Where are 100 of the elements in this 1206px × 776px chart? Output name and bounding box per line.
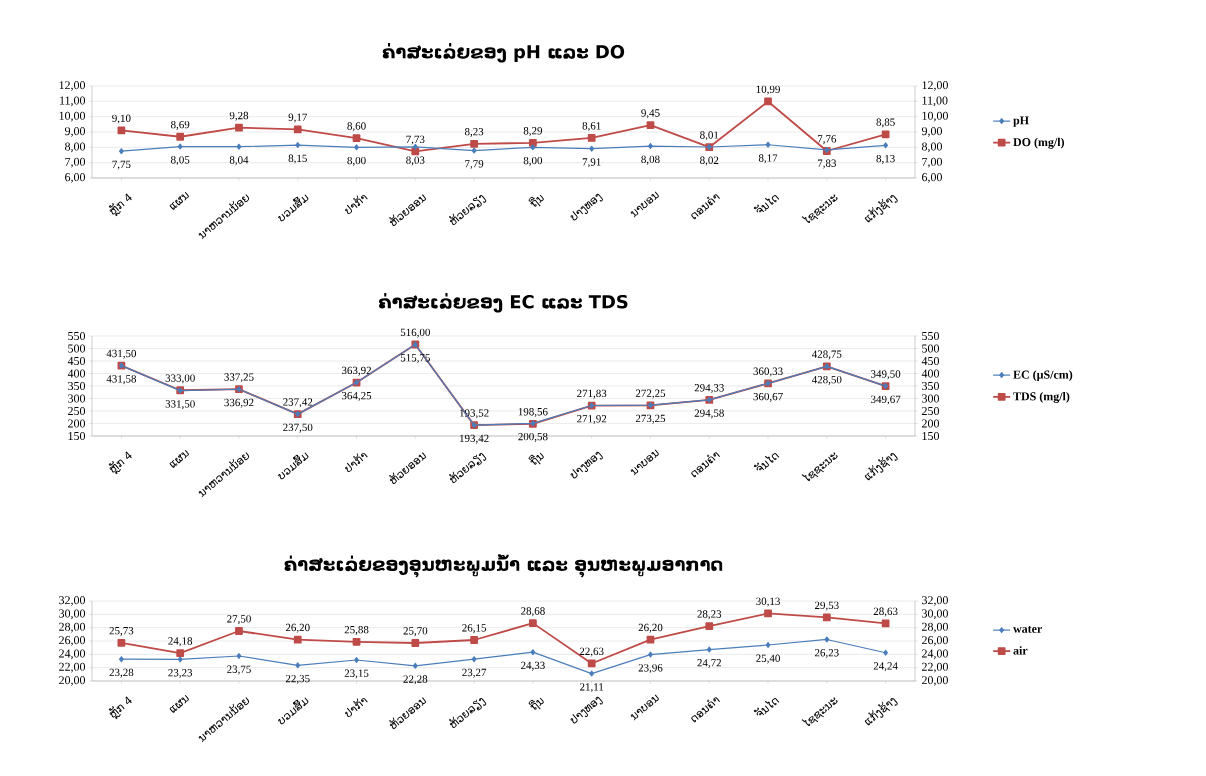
y-tick-label: 550 [922,331,939,341]
data-label: 24,18 [168,637,193,647]
data-label: 8,85 [876,118,895,128]
data-label: 23,27 [462,668,487,678]
legend-label: TDS (mg/l) [1013,391,1070,403]
data-label: 428,50 [811,375,842,385]
chart-title: ຄ່າສະເລ່ຍຂອງ pH ແລະ DO [382,43,625,63]
y-tick-label: 20,00 [59,676,86,686]
data-label: 336,92 [224,398,254,408]
x-tick-label: ຖີ່ນ [528,194,544,207]
data-label: 30,13 [756,597,780,607]
x-tick-label: ຫຼັກ 4 [108,451,132,475]
y-tick-label: 500 [922,344,939,353]
data-label: 26,20 [638,623,663,633]
data-label: 25,73 [109,626,134,636]
x-tick-label: ຫຼັກ 4 [108,696,132,720]
y-tick-label: 250 [922,406,939,416]
y-tick-label: 450 [921,356,939,366]
data-label: 24,72 [697,659,721,669]
data-label: 22,28 [403,675,428,685]
data-label: 8,17 [758,154,778,164]
data-label: 294,33 [694,384,724,394]
data-label: 337,25 [224,373,254,383]
y-tick-label: 22,00 [59,662,86,673]
legend-label: EC (µS/cm) [1013,370,1073,382]
y-tick-label: 300 [922,394,939,403]
data-label: 428,75 [811,350,842,360]
data-label: 273,25 [635,414,666,424]
data-label: 271,83 [577,389,607,399]
data-label: 8,60 [347,122,366,132]
x-tick-label: ຈັນໄດ [753,698,780,716]
y-tick-label: 28,00 [59,622,86,633]
data-label: 22,35 [285,674,310,684]
data-label: 331,50 [165,400,195,410]
y-tick-label: 32,00 [59,596,86,606]
data-label: 349,50 [871,370,901,380]
data-label: 237,42 [283,398,313,408]
data-label: 8,23 [464,127,484,137]
y-tick-label: 6,00 [65,173,86,183]
data-label: 26,20 [285,623,310,633]
data-label: 294,58 [694,409,724,419]
data-label: 8,15 [288,154,307,164]
y-tick-label: 24,00 [59,649,86,660]
y-tick-label: 150 [922,431,939,441]
data-label: 8,61 [582,122,601,132]
data-label: 24,24 [873,662,898,672]
data-label: 9,10 [112,114,131,124]
data-label: 23,23 [168,669,193,678]
y-tick-label: 7,00 [65,157,86,168]
chart-title: ຄ່າສະເລ່ຍຂອງອຸນຫະພູມນໍ້າ ແລະ ອຸນຫະພູມອາກາດ [284,554,723,578]
x-tick-label: ແຜນ [169,449,189,468]
data-label: 8,13 [876,154,895,164]
data-label: 8,00 [347,156,366,166]
data-label: 7,75 [112,160,131,170]
legend-label: air [1013,646,1028,655]
y-tick-label: 200 [922,419,939,428]
y-tick-label: 30,00 [59,609,86,620]
data-label: 8,01 [700,131,719,141]
data-label: 271,92 [577,415,607,425]
data-label: 237,50 [283,423,313,433]
data-label: 23,96 [638,664,663,674]
data-label: 7,73 [406,135,425,145]
y-tick-label: 11,00 [60,96,86,107]
data-label: 360,33 [753,367,783,377]
data-label: 364,25 [342,392,372,401]
data-label: 200,58 [518,432,548,442]
data-label: 25,88 [344,625,369,635]
data-label: 8,02 [700,156,719,166]
x-tick-label: ຫຼັກ 4 [108,193,132,217]
data-label: 9,45 [641,109,660,119]
y-tick-label: 400 [921,369,939,378]
data-label: 7,91 [582,158,601,168]
data-label: 198,56 [518,408,548,417]
data-label: 21,11 [580,683,604,693]
data-label: 23,75 [227,665,251,675]
x-tick-label: ຈັນໄດ [753,195,780,213]
data-label: 29,53 [814,601,839,611]
data-label: 28,63 [873,607,898,617]
data-label: 431,58 [106,375,137,385]
y-tick-label: 9,00 [64,127,86,137]
data-label: 349,67 [871,395,901,405]
data-label: 24,33 [521,661,545,671]
data-label: 28,68 [521,607,545,617]
data-label: 8,03 [406,156,425,166]
data-label: 333,00 [165,374,195,384]
data-label: 360,67 [753,392,783,402]
y-tick-label: 350 [922,381,939,391]
data-label: 25,40 [756,654,780,664]
data-label: 7,76 [817,135,837,145]
data-label: 8,00 [523,156,543,166]
data-label: 7,79 [465,160,484,170]
y-tick-label: 26,00 [59,636,86,646]
data-label: 272,25 [635,389,666,399]
data-label: 431,50 [106,349,137,359]
data-label: 26,15 [462,624,487,634]
data-label: 193,42 [460,434,489,444]
data-label: 516,00 [400,328,430,338]
x-tick-label: ຖີ່ນ [528,452,544,465]
data-label: 10,99 [756,85,780,95]
data-label: 7,83 [817,159,836,169]
